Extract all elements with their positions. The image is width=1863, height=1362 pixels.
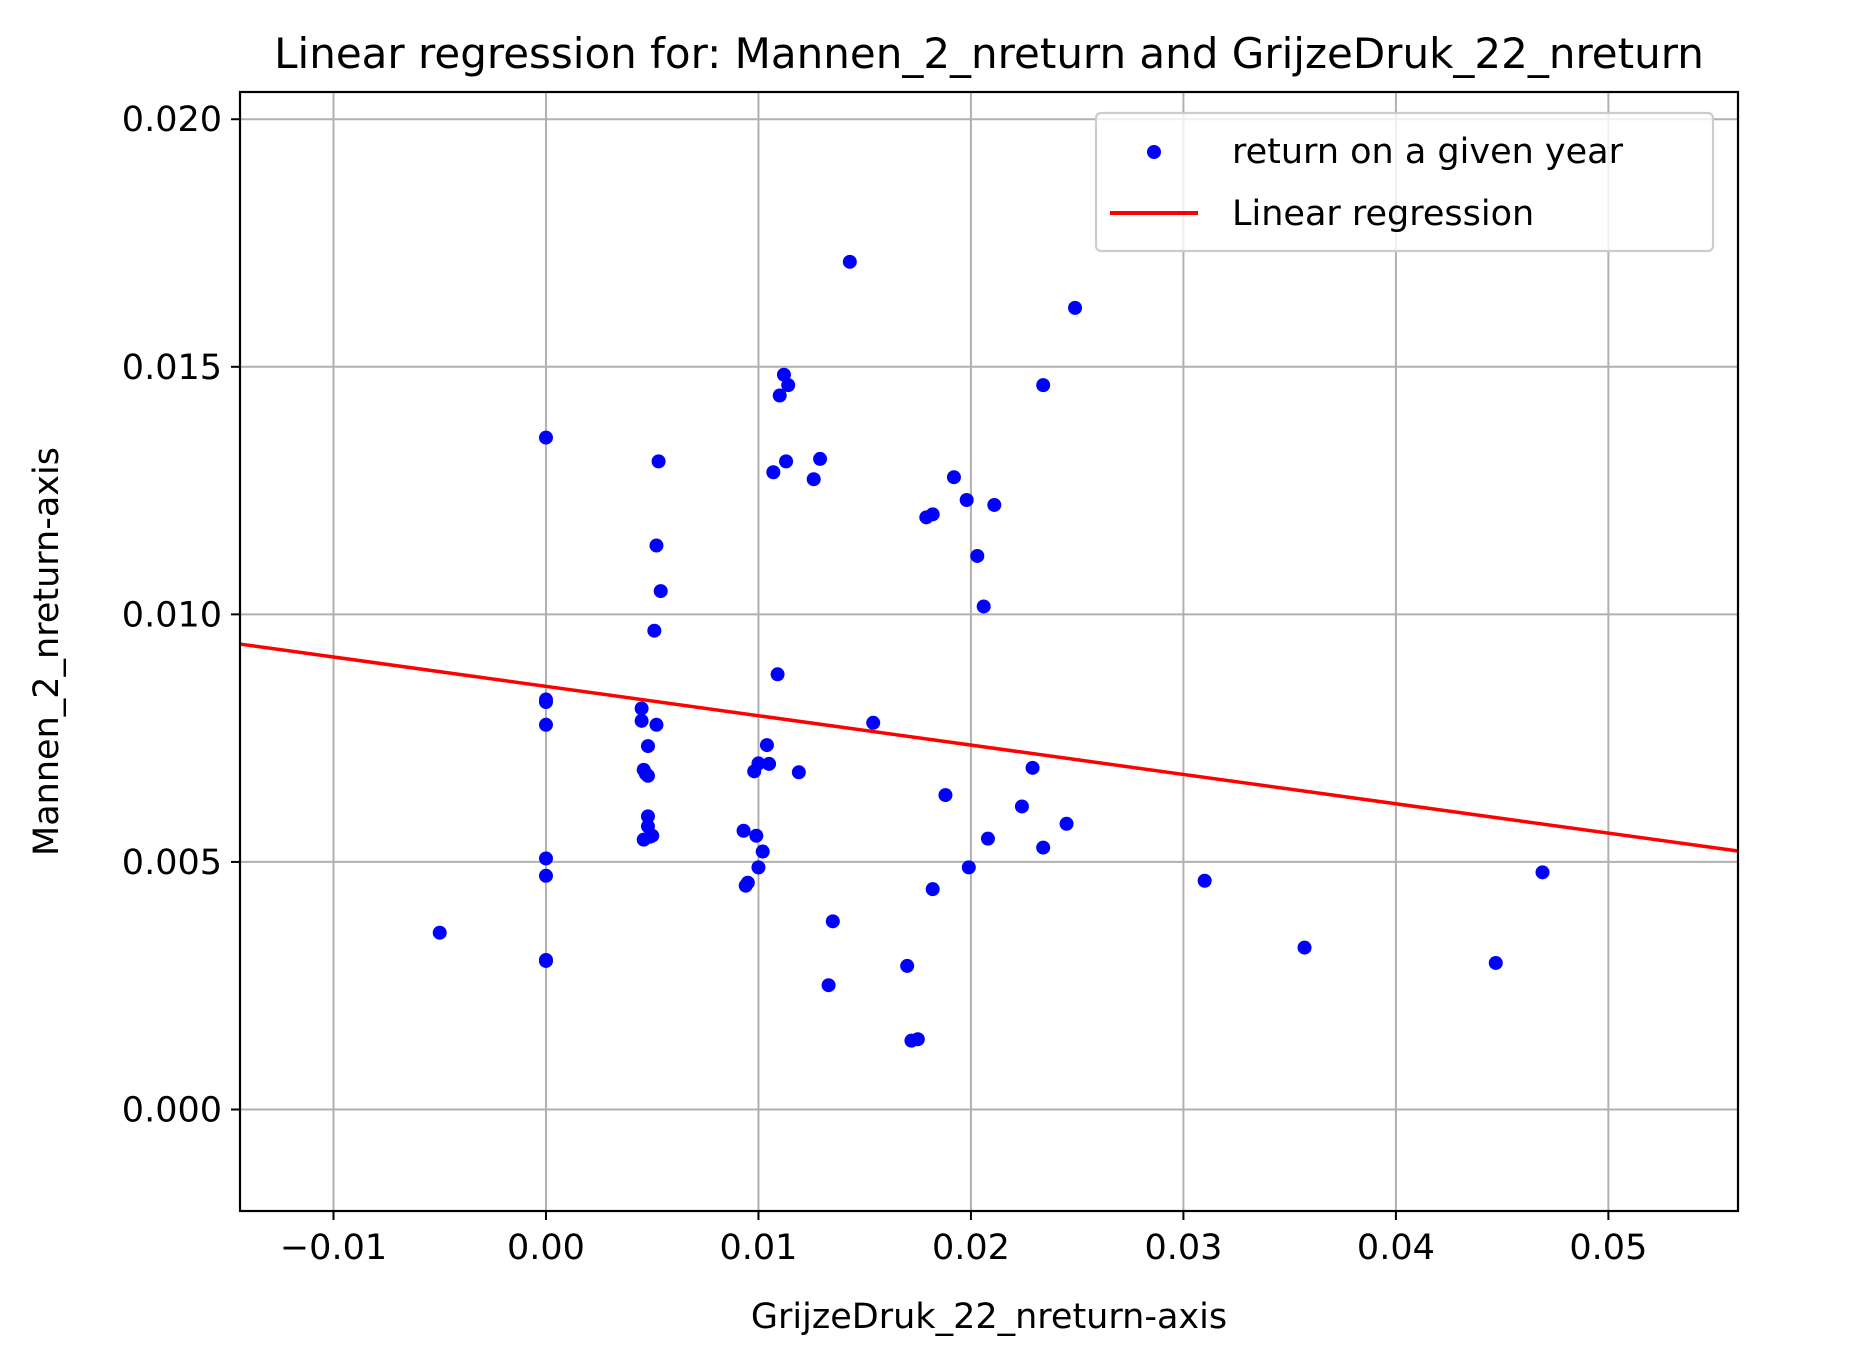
data-point xyxy=(751,756,766,771)
data-point xyxy=(634,713,649,728)
x-tick-label: 0.02 xyxy=(932,1228,1010,1268)
data-point xyxy=(649,538,664,553)
data-point xyxy=(538,868,553,883)
data-point xyxy=(653,584,668,599)
data-point xyxy=(779,454,794,469)
x-tick-label: −0.01 xyxy=(280,1228,387,1268)
chart-title: Linear regression for: Mannen_2_nreturn … xyxy=(274,29,1704,78)
data-point xyxy=(1535,865,1550,880)
y-tick-label: 0.000 xyxy=(122,1090,222,1130)
data-point xyxy=(925,507,940,522)
data-point xyxy=(751,860,766,875)
data-point xyxy=(770,667,785,682)
data-point xyxy=(813,451,828,466)
data-point xyxy=(1036,378,1051,393)
data-point xyxy=(772,388,787,403)
legend-marker-scatter xyxy=(1147,145,1161,159)
grid xyxy=(240,92,1738,1211)
data-point xyxy=(640,809,655,824)
data-point xyxy=(791,765,806,780)
x-axis-label: GrijzeDruk_22_nreturn-axis xyxy=(751,1297,1227,1337)
data-point xyxy=(970,548,985,563)
data-point xyxy=(987,497,1002,512)
data-point xyxy=(759,738,774,753)
data-point xyxy=(1014,799,1029,814)
data-point xyxy=(1488,955,1503,970)
data-point xyxy=(866,715,881,730)
data-point xyxy=(640,768,655,783)
data-point xyxy=(538,717,553,732)
x-tick-label: 0.01 xyxy=(719,1228,797,1268)
data-point xyxy=(946,470,961,485)
regression-line-layer xyxy=(239,642,1739,853)
y-tick-label: 0.010 xyxy=(122,595,222,635)
y-tick-label: 0.020 xyxy=(122,100,222,140)
data-point xyxy=(959,492,974,507)
data-point xyxy=(806,472,821,487)
legend-label-scatter: return on a given year xyxy=(1232,132,1624,172)
data-point xyxy=(749,828,764,843)
data-point xyxy=(736,823,751,838)
data-point xyxy=(781,378,796,393)
data-point xyxy=(910,1032,925,1047)
legend: return on a given year Linear regression xyxy=(1094,111,1715,253)
data-point xyxy=(961,860,976,875)
data-point xyxy=(1068,300,1083,315)
data-point xyxy=(1036,840,1051,855)
data-point xyxy=(538,953,553,968)
data-point xyxy=(925,882,940,897)
data-point xyxy=(538,851,553,866)
data-point xyxy=(842,254,857,269)
data-point xyxy=(766,465,781,480)
regression-line xyxy=(239,642,1739,853)
data-point xyxy=(980,831,995,846)
data-point xyxy=(740,875,755,890)
legend-box xyxy=(1094,111,1715,253)
axis-ticks: −0.01 0.00 0.01 0.02 0.03 0.04 0.05 0.000 0.005 0… xyxy=(122,100,1648,1268)
data-point xyxy=(762,756,777,771)
x-tick-label: 0.03 xyxy=(1144,1228,1222,1268)
y-tick-label: 0.005 xyxy=(122,843,222,883)
data-point xyxy=(1297,940,1312,955)
data-point xyxy=(1197,873,1212,888)
data-point xyxy=(432,925,447,940)
data-point xyxy=(538,430,553,445)
x-tick-label: 0.00 xyxy=(507,1228,585,1268)
data-point xyxy=(649,717,664,732)
data-point xyxy=(640,739,655,754)
scatter-points xyxy=(432,254,1550,1048)
data-point xyxy=(538,695,553,710)
y-tick-label: 0.015 xyxy=(122,348,222,388)
data-point xyxy=(755,844,770,859)
data-point xyxy=(938,788,953,803)
y-axis-label: Mannen_2_nreturn-axis xyxy=(27,447,67,856)
plot-frame xyxy=(238,90,1740,1213)
data-point xyxy=(647,623,662,638)
data-point xyxy=(1059,816,1074,831)
data-point xyxy=(976,599,991,614)
data-point xyxy=(645,828,660,843)
x-tick-label: 0.05 xyxy=(1569,1228,1647,1268)
data-point xyxy=(1025,760,1040,775)
data-point xyxy=(825,914,840,929)
data-point xyxy=(821,978,836,993)
data-point xyxy=(651,454,666,469)
legend-label-line: Linear regression xyxy=(1232,194,1534,234)
data-point xyxy=(900,958,915,973)
data-point xyxy=(634,701,649,716)
x-tick-label: 0.04 xyxy=(1357,1228,1435,1268)
